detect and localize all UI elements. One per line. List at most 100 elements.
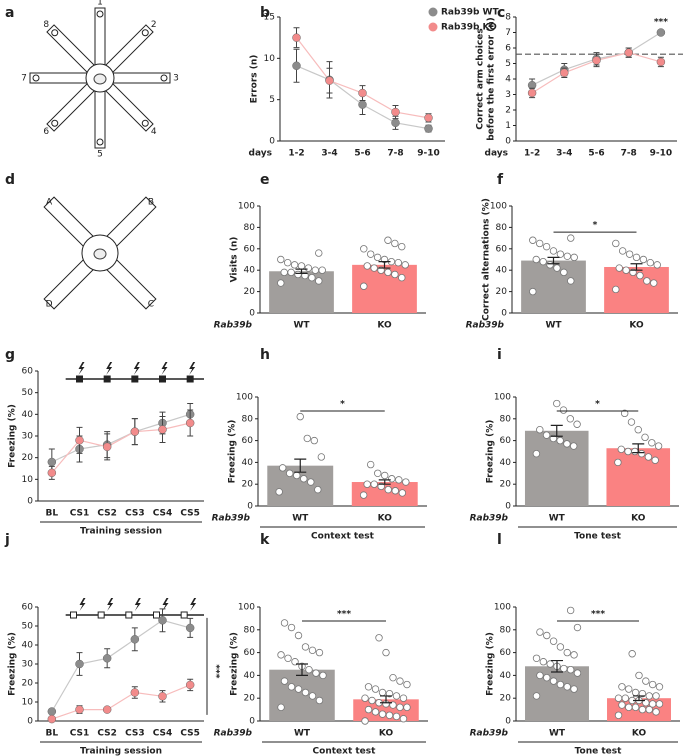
- data-point: [570, 651, 578, 659]
- data-point: [556, 643, 565, 651]
- marker: [358, 100, 367, 109]
- mouse: [93, 248, 107, 260]
- x-tick-label: BL: [46, 509, 59, 519]
- data-point: [638, 689, 647, 698]
- data-point: [631, 703, 640, 712]
- data-point: [532, 255, 540, 264]
- significance: ***: [337, 610, 351, 620]
- data-point: [645, 692, 653, 700]
- data-point: [287, 623, 296, 632]
- y-axis-label: before the first error (n): [487, 17, 497, 141]
- data-point: [529, 236, 537, 244]
- x-axis-label: Tone test: [574, 532, 622, 542]
- data-point: [283, 259, 292, 267]
- food-well: [141, 119, 149, 127]
- y-tick-label: 60: [500, 648, 512, 658]
- y-tick-label: 40: [500, 458, 512, 468]
- data-point: [651, 456, 659, 464]
- data-point: [318, 266, 326, 274]
- x-tick-label: WT: [292, 514, 309, 524]
- y-tick-label: 2: [505, 106, 511, 116]
- y-tick-label: 60: [244, 648, 256, 658]
- data-point: [642, 677, 650, 685]
- data-point: [655, 683, 664, 691]
- marker: [102, 442, 112, 452]
- x-tick-label: 7-8: [621, 149, 637, 159]
- y-tick-label: 20: [500, 480, 512, 490]
- significance: ***: [211, 664, 221, 678]
- data-point: [319, 671, 327, 680]
- data-point: [303, 434, 311, 443]
- data-point: [359, 491, 368, 499]
- data-point: [287, 268, 295, 277]
- error-bar: [630, 263, 643, 271]
- error-bar: [632, 443, 645, 454]
- data-point: [556, 436, 564, 445]
- data-point: [625, 703, 633, 712]
- x-tick-label: WT: [293, 321, 310, 331]
- y-tick-label: 4: [505, 75, 511, 85]
- y-tick-label: 60: [242, 436, 254, 446]
- data-point: [631, 447, 639, 456]
- data-point: [627, 418, 636, 426]
- y-tick-label: 100: [490, 202, 507, 212]
- y-tick-label: 60: [496, 244, 508, 254]
- data-point: [385, 711, 394, 719]
- data-point: [368, 696, 376, 705]
- x-tick-label: 3-4: [556, 149, 572, 159]
- y-tick-label: 60: [244, 244, 256, 254]
- data-point: [315, 249, 323, 257]
- data-point: [532, 692, 541, 700]
- data-point: [374, 469, 382, 477]
- y-axis-label: Freezing (%): [486, 420, 496, 484]
- x-tick-label: CS3: [125, 729, 145, 739]
- data-point: [287, 683, 296, 691]
- data-point: [638, 705, 647, 714]
- data-point: [618, 701, 626, 709]
- x-tick-label: 3-4: [321, 149, 337, 159]
- y-tick-label: 30: [22, 660, 34, 670]
- data-point: [294, 270, 302, 279]
- error-bar: [378, 261, 391, 269]
- arm-label: D: [46, 299, 53, 309]
- marker: [158, 692, 167, 701]
- data-point: [364, 683, 373, 691]
- y-tick-label: 20: [496, 287, 508, 297]
- data-point: [294, 631, 303, 640]
- x-axis-label: days: [249, 149, 272, 159]
- y-tick-label: 100: [238, 603, 255, 613]
- data-point: [566, 415, 575, 423]
- error-bar: [380, 695, 392, 704]
- shock: [133, 362, 140, 375]
- maze-arm: [111, 72, 171, 84]
- panel-letter: e: [260, 172, 270, 188]
- data-point: [310, 436, 319, 445]
- series-line: [51, 413, 191, 463]
- y-tick-label: 100: [494, 603, 511, 613]
- data-point: [614, 694, 623, 702]
- food-well: [51, 29, 59, 37]
- data-point: [624, 447, 632, 456]
- panel-letter: c: [497, 5, 505, 21]
- data-point: [384, 268, 392, 277]
- food-well: [141, 29, 149, 37]
- marker: [130, 427, 140, 436]
- data-point: [563, 440, 571, 448]
- data-point: [381, 471, 389, 480]
- data-point: [394, 259, 403, 267]
- data-point: [643, 277, 651, 285]
- data-point: [312, 669, 320, 677]
- marker: [75, 705, 84, 714]
- shock: [134, 598, 141, 611]
- marker: [624, 48, 633, 57]
- panel-letter: d: [5, 172, 15, 188]
- data-point: [378, 688, 387, 697]
- legend-label: Rab39b KO: [441, 23, 497, 33]
- annotation: ***: [654, 17, 668, 27]
- marker: [391, 107, 400, 117]
- maze-arm: [104, 24, 154, 74]
- shock: [78, 362, 85, 375]
- y-tick-label: 60: [500, 436, 512, 446]
- arm-label: 3: [173, 74, 179, 84]
